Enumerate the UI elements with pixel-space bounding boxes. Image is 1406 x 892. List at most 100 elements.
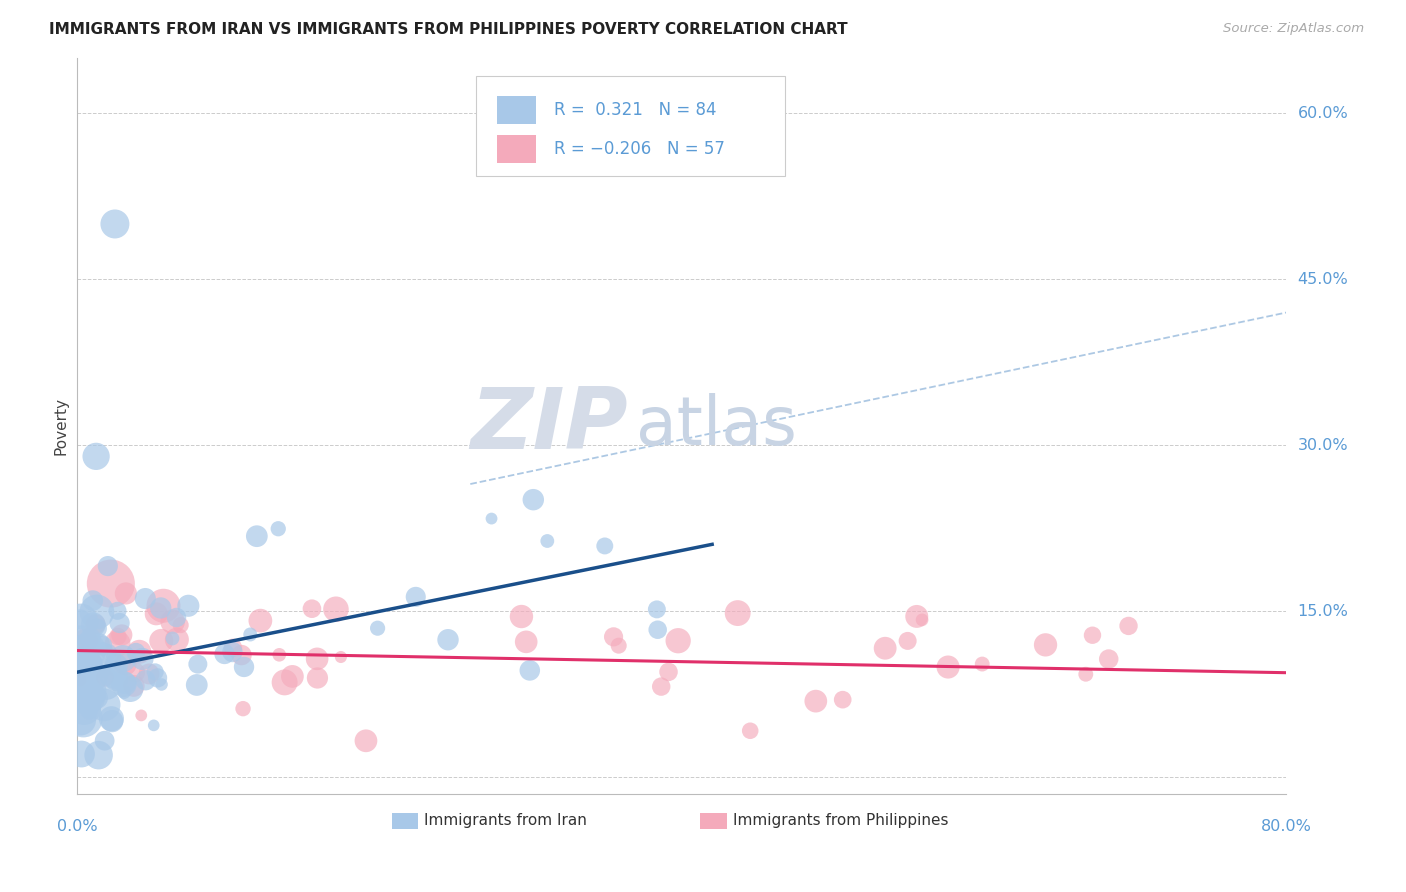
Text: Immigrants from Iran: Immigrants from Iran <box>425 813 588 828</box>
Point <box>273 675 295 690</box>
Point <box>115 586 138 600</box>
Point <box>125 645 148 659</box>
Point <box>143 665 166 679</box>
Point <box>72 657 94 672</box>
Point <box>150 633 173 648</box>
Point <box>367 621 389 635</box>
Text: 30.0%: 30.0% <box>1298 438 1348 453</box>
Point <box>233 660 256 674</box>
Point <box>114 676 136 690</box>
Point <box>405 590 427 604</box>
Point <box>76 690 98 704</box>
Point <box>128 645 150 659</box>
Point <box>131 652 153 666</box>
Point <box>152 599 174 613</box>
Point <box>1035 638 1057 652</box>
Point <box>124 665 146 680</box>
Point <box>86 605 108 619</box>
Point <box>111 628 134 642</box>
Point <box>122 679 145 693</box>
Point <box>112 677 135 691</box>
Text: Source: ZipAtlas.com: Source: ZipAtlas.com <box>1223 22 1364 36</box>
Point <box>804 694 827 708</box>
Point <box>325 602 347 616</box>
Point <box>214 647 236 661</box>
Point <box>142 718 165 732</box>
Point <box>73 701 96 715</box>
Text: 15.0%: 15.0% <box>1298 604 1348 619</box>
Point <box>69 612 91 626</box>
Point <box>650 680 672 694</box>
Point <box>911 613 934 627</box>
Point <box>120 681 142 696</box>
Point <box>107 630 129 644</box>
Point <box>831 692 853 706</box>
Point <box>93 733 115 747</box>
Bar <box>496 136 536 163</box>
Point <box>602 630 624 644</box>
Text: atlas: atlas <box>636 393 797 458</box>
Point <box>91 639 114 653</box>
Point <box>69 673 91 687</box>
Point <box>103 649 125 664</box>
Point <box>269 648 291 662</box>
Text: R =  0.321   N = 84: R = 0.321 N = 84 <box>554 101 716 120</box>
Point <box>76 660 98 674</box>
Bar <box>392 813 419 830</box>
Point <box>114 657 136 671</box>
Point <box>301 601 323 615</box>
Point <box>70 639 93 653</box>
Text: 45.0%: 45.0% <box>1298 272 1348 287</box>
Point <box>93 698 115 712</box>
Point <box>1098 652 1121 666</box>
Point <box>82 617 104 632</box>
Point <box>94 677 117 691</box>
Point <box>69 678 91 692</box>
Text: R = −0.206   N = 57: R = −0.206 N = 57 <box>554 140 724 158</box>
Point <box>162 632 184 646</box>
Point <box>1118 619 1140 633</box>
Point <box>170 618 193 632</box>
Point <box>481 511 503 525</box>
Point <box>69 639 91 653</box>
Point <box>645 602 668 616</box>
Point <box>246 529 269 543</box>
Point <box>86 621 108 635</box>
Point <box>519 664 541 678</box>
FancyBboxPatch shape <box>477 77 785 176</box>
Point <box>354 733 377 747</box>
Point <box>607 639 630 653</box>
Point <box>112 685 135 699</box>
Point <box>249 614 271 628</box>
Point <box>70 676 93 690</box>
Point <box>232 701 254 715</box>
Point <box>100 576 122 591</box>
Point <box>905 609 928 624</box>
Point <box>100 712 122 726</box>
Point <box>91 646 114 660</box>
Bar <box>700 813 727 830</box>
Point <box>107 604 129 618</box>
Point <box>76 683 98 698</box>
Point <box>77 704 100 718</box>
Text: 0.0%: 0.0% <box>58 819 97 834</box>
Point <box>69 615 91 629</box>
Point <box>149 601 172 615</box>
Point <box>166 632 188 647</box>
Point <box>162 615 184 629</box>
Point <box>84 450 107 464</box>
Point <box>129 708 152 723</box>
Text: IMMIGRANTS FROM IRAN VS IMMIGRANTS FROM PHILIPPINES POVERTY CORRELATION CHART: IMMIGRANTS FROM IRAN VS IMMIGRANTS FROM … <box>49 22 848 37</box>
Point <box>166 610 188 624</box>
Point <box>231 648 253 662</box>
Point <box>307 671 329 685</box>
Point <box>86 691 108 706</box>
Point <box>101 714 124 728</box>
Point <box>72 711 94 725</box>
Point <box>79 634 101 648</box>
Point <box>221 645 243 659</box>
Point <box>97 645 120 659</box>
Point <box>187 657 209 672</box>
Point <box>936 660 959 674</box>
Point <box>111 651 134 665</box>
